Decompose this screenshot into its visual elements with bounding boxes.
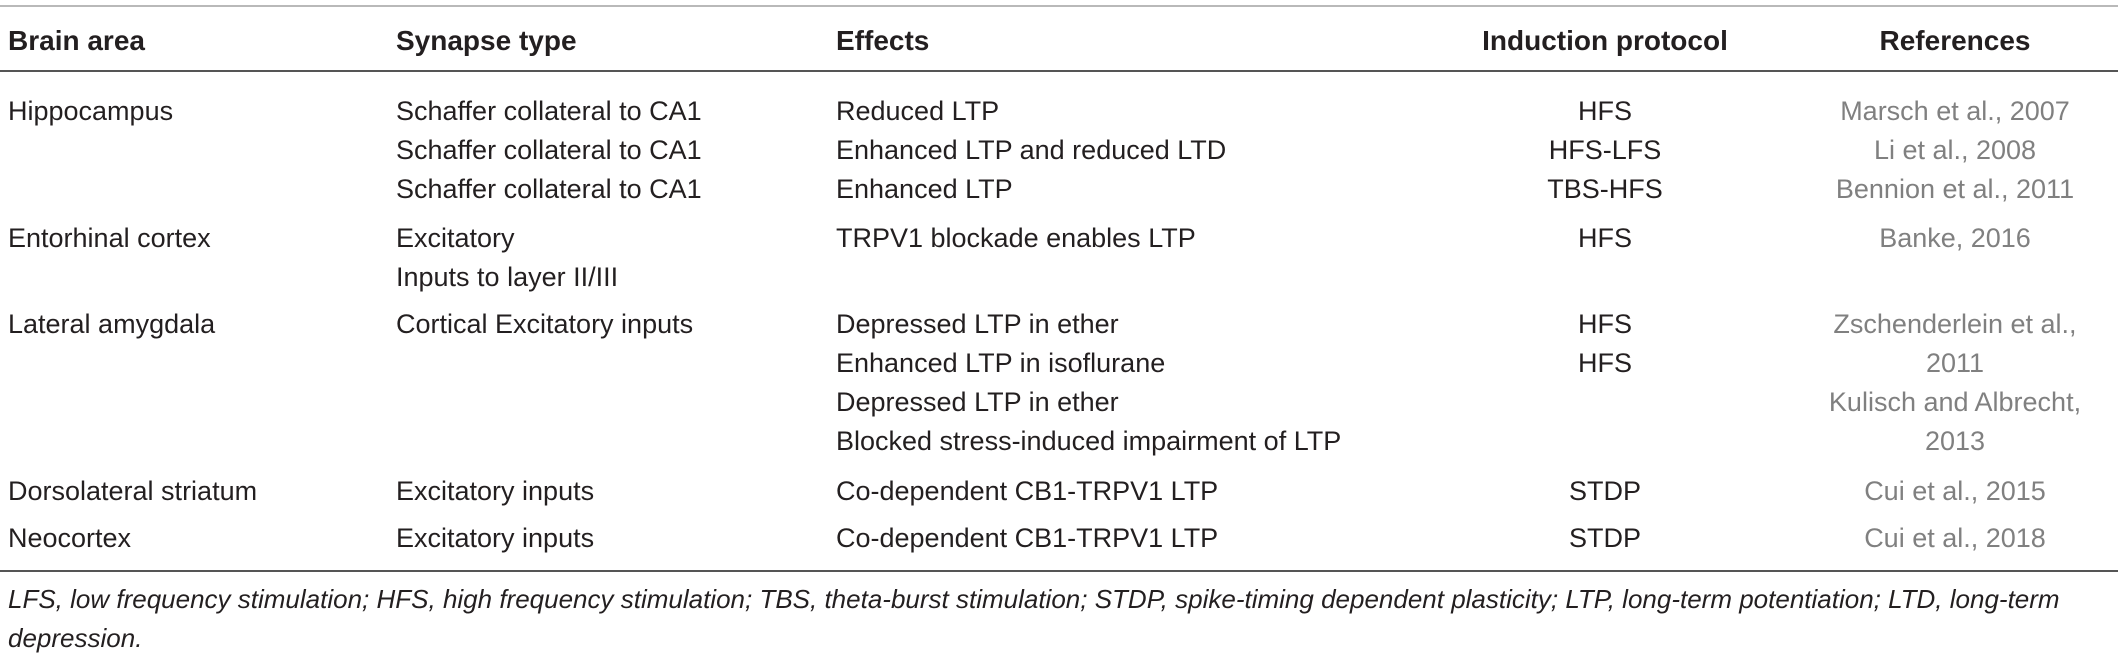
brain-area-text: Hippocampus — [8, 96, 174, 126]
cell-induction-protocol: HFS — [1420, 219, 1790, 258]
header-references: References — [1879, 25, 2031, 56]
synapse-type-text: Excitatory inputs — [396, 476, 595, 506]
cell-induction-protocol: STDP — [1420, 472, 1790, 511]
cell-synapse-type: Excitatory Inputs to layer II/III — [396, 219, 618, 297]
reference-link[interactable]: Kulisch and Albrecht, — [1828, 387, 2082, 417]
effect-text: Enhanced LTP and reduced LTD — [836, 135, 1227, 165]
synapse-type-text: Cortical Excitatory inputs — [396, 309, 694, 339]
header-induction-protocol: Induction protocol — [1482, 25, 1728, 56]
cell-brain-area: Neocortex — [8, 519, 131, 558]
synapse-type-text: Schaffer collateral to CA1 — [396, 96, 702, 126]
brain-area-text: Dorsolateral striatum — [8, 476, 258, 506]
protocol-text: TBS-HFS — [1547, 174, 1663, 204]
reference-link[interactable]: Bennion et al., 2011 — [1835, 174, 2075, 204]
cell-effects: Co-dependent CB1-TRPV1 LTP — [836, 519, 1218, 558]
cell-synapse-type: Schaffer collateral to CA1 Schaffer coll… — [396, 92, 702, 209]
effect-text: Reduced LTP — [836, 96, 1000, 126]
cell-references: Zschenderlein et al., 2011 Kulisch and A… — [1790, 305, 2118, 461]
effect-text: Depressed LTP in ether — [836, 309, 1119, 339]
cell-brain-area: Entorhinal cortex — [8, 219, 211, 258]
reference-link[interactable]: 2011 — [1925, 348, 1985, 378]
cell-effects: Depressed LTP in ether Enhanced LTP in i… — [836, 305, 1341, 461]
cell-brain-area: Lateral amygdala — [8, 305, 215, 344]
protocol-text: HFS-LFS — [1548, 135, 1662, 165]
effect-text: Co-dependent CB1-TRPV1 LTP — [836, 476, 1219, 506]
protocol-text: HFS — [1578, 348, 1632, 378]
reference-link[interactable]: Li et al., 2008 — [1873, 135, 2037, 165]
brain-area-text: Neocortex — [8, 523, 132, 553]
protocol-text: HFS — [1578, 96, 1632, 126]
effect-text: Depressed LTP in ether — [836, 387, 1119, 417]
protocol-text: STDP — [1568, 523, 1641, 553]
cell-effects: Reduced LTP Enhanced LTP and reduced LTD… — [836, 92, 1226, 209]
table-header-rule — [0, 70, 2118, 72]
cell-references: Cui et al., 2015 — [1790, 472, 2118, 511]
cell-references: Marsch et al., 2007 Li et al., 2008 Benn… — [1790, 92, 2118, 209]
table-bottom-rule — [0, 570, 2118, 572]
synapse-type-text: Schaffer collateral to CA1 — [396, 135, 702, 165]
synapse-type-text: Excitatory — [396, 223, 515, 253]
protocol-text: HFS — [1578, 223, 1632, 253]
cell-induction-protocol: HFS HFS-LFS TBS-HFS — [1420, 92, 1790, 209]
cell-synapse-type: Excitatory inputs — [396, 519, 594, 558]
cell-synapse-type: Cortical Excitatory inputs — [396, 305, 693, 344]
synapse-type-text: Inputs to layer II/III — [396, 262, 619, 292]
cell-references: Banke, 2016 — [1790, 219, 2118, 258]
reference-link[interactable]: Zschenderlein et al., — [1833, 309, 2077, 339]
reference-link[interactable]: 2013 — [1924, 426, 1986, 456]
reference-link[interactable]: Banke, 2016 — [1879, 223, 2031, 253]
table-footnote: LFS, low frequency stimulation; HFS, hig… — [8, 584, 2060, 653]
cell-synapse-type: Excitatory inputs — [396, 472, 594, 511]
protocol-text: HFS — [1578, 309, 1632, 339]
effect-text: TRPV1 blockade enables LTP — [836, 223, 1196, 253]
cell-induction-protocol: STDP — [1420, 519, 1790, 558]
brain-area-text: Lateral amygdala — [8, 309, 216, 339]
cell-effects: Co-dependent CB1-TRPV1 LTP — [836, 472, 1218, 511]
header-effects: Effects — [836, 25, 930, 56]
cell-brain-area: Dorsolateral striatum — [8, 472, 257, 511]
header-synapse-type: Synapse type — [396, 25, 577, 56]
synapse-type-text: Excitatory inputs — [396, 523, 595, 553]
synapse-type-text: Schaffer collateral to CA1 — [396, 174, 702, 204]
effect-text: Blocked stress-induced impairment of LTP — [836, 426, 1342, 456]
effect-text: Enhanced LTP — [836, 174, 1013, 204]
cell-effects: TRPV1 blockade enables LTP — [836, 219, 1196, 258]
reference-link[interactable]: Cui et al., 2018 — [1864, 523, 2046, 553]
table-top-rule — [0, 5, 2118, 7]
reference-link[interactable]: Cui et al., 2015 — [1864, 476, 2046, 506]
header-brain-area: Brain area — [8, 25, 145, 56]
cell-brain-area: Hippocampus — [8, 92, 173, 131]
reference-link[interactable]: Marsch et al., 2007 — [1840, 96, 2070, 126]
effect-text: Enhanced LTP in isoflurane — [836, 348, 1166, 378]
effect-text: Co-dependent CB1-TRPV1 LTP — [836, 523, 1219, 553]
brain-area-text: Entorhinal cortex — [8, 223, 211, 253]
protocol-text: STDP — [1568, 476, 1641, 506]
cell-references: Cui et al., 2018 — [1790, 519, 2118, 558]
cell-induction-protocol: HFS HFS — [1420, 305, 1790, 383]
